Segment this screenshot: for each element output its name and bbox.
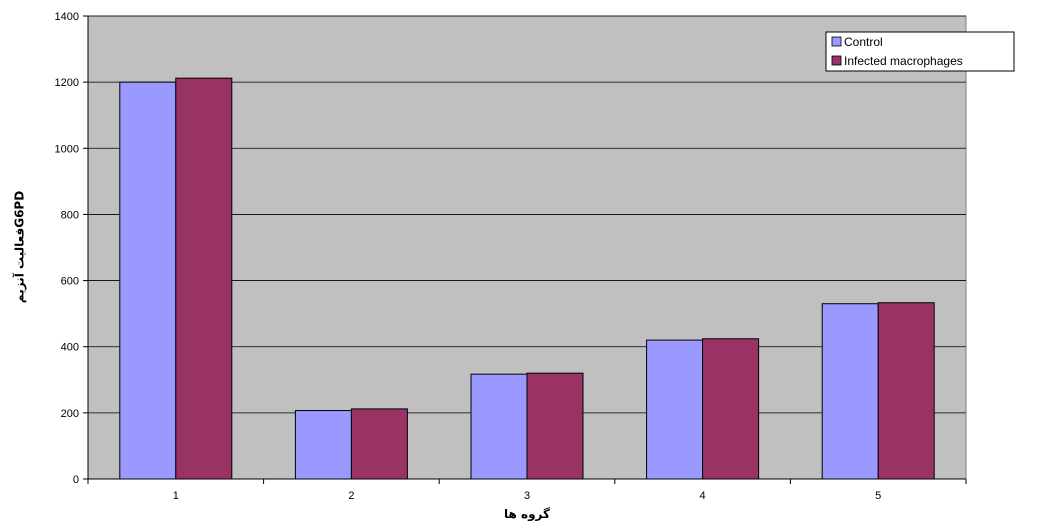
y-tick-label: 800 [61,209,79,221]
y-tick-label: 200 [61,408,79,420]
bar-series-0-cat-1 [119,81,177,480]
bar-series-1-cat-1 [175,77,233,480]
legend-swatch-infected [831,55,842,66]
y-tick-label: 1000 [55,143,79,155]
y-axis-title: فعالیت آنزیمG6PD [12,191,27,303]
y-tick-label: 1400 [55,11,79,23]
bar-series-0-cat-4 [646,339,704,480]
bar-series-1-cat-5 [877,302,935,480]
legend: Control Infected macrophages [825,31,1015,72]
bar-series-0-cat-5 [821,303,879,480]
x-axis-title: گروه ها [504,507,550,522]
legend-swatch-control [831,36,842,47]
bars [119,77,935,480]
bar-series-0-cat-3 [470,373,528,480]
legend-label-infected: Infected macrophages [844,54,963,68]
legend-box [825,31,1015,72]
bar-series-1-cat-4 [702,338,760,480]
y-tick-label: 600 [61,276,79,288]
x-tick-label: 1 [173,490,179,502]
gridlines [88,15,966,414]
x-tick-label: 5 [875,490,881,502]
bar-series-1-cat-3 [526,372,584,480]
x-tick-label: 2 [348,490,354,502]
y-tick-label: 0 [73,474,79,486]
y-tick-label: 1200 [55,77,79,89]
bar-series-0-cat-2 [294,410,352,480]
bar-series-1-cat-2 [350,408,408,480]
legend-label-control: Control [844,35,883,49]
y-ticks: 0 200 400 600 800 1000 1200 1400 [55,11,88,486]
x-ticks: 1 2 3 4 5 [87,479,967,502]
y-tick-label: 400 [61,342,79,354]
axes [87,16,966,480]
x-tick-label: 3 [524,490,530,502]
x-tick-label: 4 [700,490,706,502]
